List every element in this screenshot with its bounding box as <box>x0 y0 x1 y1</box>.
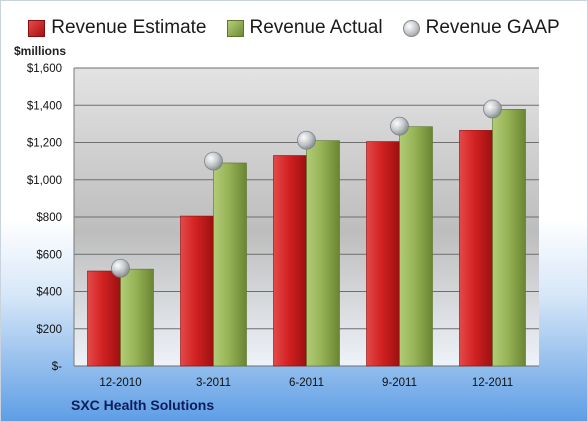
legend-item-estimate: Revenue Estimate <box>28 13 207 43</box>
marker-revenue-gaap <box>390 116 409 136</box>
legend-swatch-actual <box>226 19 244 37</box>
company-name: SXC Health Solutions <box>71 397 215 413</box>
bar-revenue-actual <box>120 268 154 367</box>
bar-revenue-estimate <box>366 141 400 367</box>
marker-revenue-gaap <box>483 99 502 119</box>
legend-label-gaap: Revenue GAAP <box>425 17 560 38</box>
legend-swatch-gaap <box>402 19 420 37</box>
bar-revenue-estimate <box>87 270 121 367</box>
x-tick-label: 6-2011 <box>289 377 324 389</box>
y-tick-label: $200 <box>36 324 62 336</box>
y-axis-unit-label: $millions <box>14 44 67 58</box>
y-tick-label: $600 <box>36 249 62 261</box>
bar-revenue-estimate <box>459 130 493 367</box>
legend-item-gaap: Revenue GAAP <box>402 13 560 43</box>
legend-label-estimate: Revenue Estimate <box>51 17 207 38</box>
x-tick-label: 9-2011 <box>382 377 417 389</box>
legend-item-actual: Revenue Actual <box>226 13 383 43</box>
y-tick-label: $400 <box>36 287 62 299</box>
bar-revenue-actual <box>213 162 247 367</box>
y-tick-label: $- <box>52 361 62 373</box>
legend-label-actual: Revenue Actual <box>249 17 383 38</box>
marker-revenue-gaap <box>297 130 316 150</box>
x-tick-label: 3-2011 <box>196 377 231 389</box>
bar-revenue-actual <box>306 140 340 367</box>
bar-revenue-actual <box>399 126 433 367</box>
y-tick-label: $1,400 <box>27 100 62 112</box>
y-tick-label: $1,600 <box>27 63 62 75</box>
marker-revenue-gaap <box>204 151 223 171</box>
y-tick-label: $800 <box>36 212 62 224</box>
x-tick-label: 12-2010 <box>99 377 141 389</box>
x-tick-label: 12-2011 <box>472 377 513 389</box>
y-tick-label: $1,200 <box>27 138 62 150</box>
bar-revenue-actual <box>492 109 526 367</box>
y-tick-label: $1,000 <box>27 175 62 187</box>
marker-revenue-gaap <box>111 258 130 278</box>
bar-revenue-estimate <box>180 215 214 367</box>
legend: Revenue Estimate Revenue Actual Revenue … <box>0 13 588 43</box>
legend-swatch-estimate <box>28 19 46 37</box>
bar-revenue-estimate <box>273 155 307 367</box>
